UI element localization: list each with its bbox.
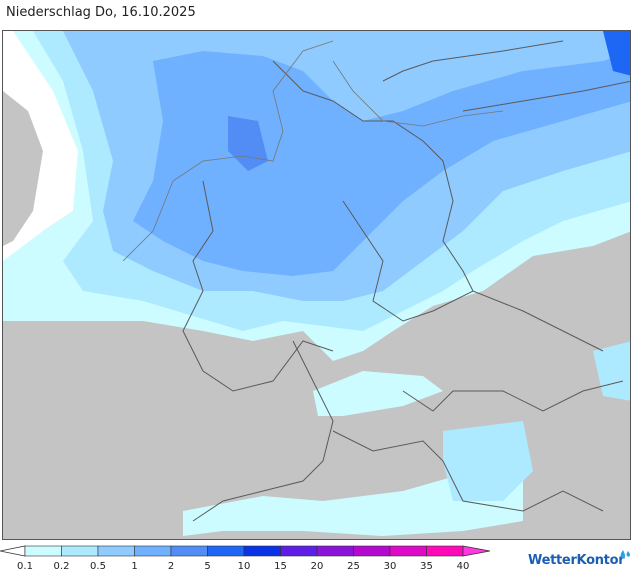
precipitation-map[interactable]	[2, 30, 631, 540]
legend-tick-label: 25	[347, 561, 360, 572]
raindrop-logo-icon	[620, 550, 630, 559]
legend-tick-label: 10	[238, 561, 251, 572]
legend-tick-label: 0.1	[17, 561, 33, 572]
legend-swatch	[170, 545, 208, 557]
wetterkontor-logo: WetterKontor	[528, 553, 625, 568]
precip-alps-0-5	[443, 421, 533, 501]
uk-land	[3, 91, 43, 246]
page-title: Niederschlag Do, 16.10.2025	[6, 5, 196, 20]
legend-swatch	[280, 545, 318, 557]
legend-tick-label: 20	[311, 561, 324, 572]
precip-10-ne	[603, 31, 630, 76]
legend-tick-label: 1	[131, 561, 137, 572]
precip-5-a	[228, 116, 268, 171]
legend-scale: 0.1 0.2 0.5 1 2 5 10 15 20 25 30 35 40	[0, 545, 491, 572]
country-borders	[182, 40, 630, 522]
coastlines	[122, 40, 504, 262]
legend-tick-label: 15	[274, 561, 287, 572]
legend-tick-label: 5	[204, 561, 210, 572]
legend-tick-label: 30	[384, 561, 397, 572]
legend-arrow-right	[462, 545, 491, 557]
legend-tick-label: 0.5	[90, 561, 106, 572]
legend-swatch	[426, 545, 464, 557]
legend-swatch	[316, 545, 354, 557]
legend-tick-label: 2	[168, 561, 174, 572]
legend-swatch	[134, 545, 172, 557]
legend-swatch	[97, 545, 135, 557]
legend-swatch	[61, 545, 99, 557]
legend-swatch	[24, 545, 62, 557]
legend-swatch	[243, 545, 281, 557]
legend-tick-label: 40	[457, 561, 470, 572]
precip-south-0-2	[313, 371, 443, 416]
legend-arrow-left	[0, 545, 26, 557]
legend-swatch	[389, 545, 427, 557]
legend-tick-label: 0.2	[54, 561, 70, 572]
precip-alps-0-2	[183, 461, 523, 536]
legend-swatch	[353, 545, 391, 557]
legend-tick-label: 35	[420, 561, 433, 572]
legend-swatch	[207, 545, 245, 557]
precip-2	[133, 51, 630, 276]
precipitation-legend: 0.1 0.2 0.5 1 2 5 10 15 20 25 30 35 40	[0, 543, 500, 580]
map-canvas	[3, 31, 630, 539]
